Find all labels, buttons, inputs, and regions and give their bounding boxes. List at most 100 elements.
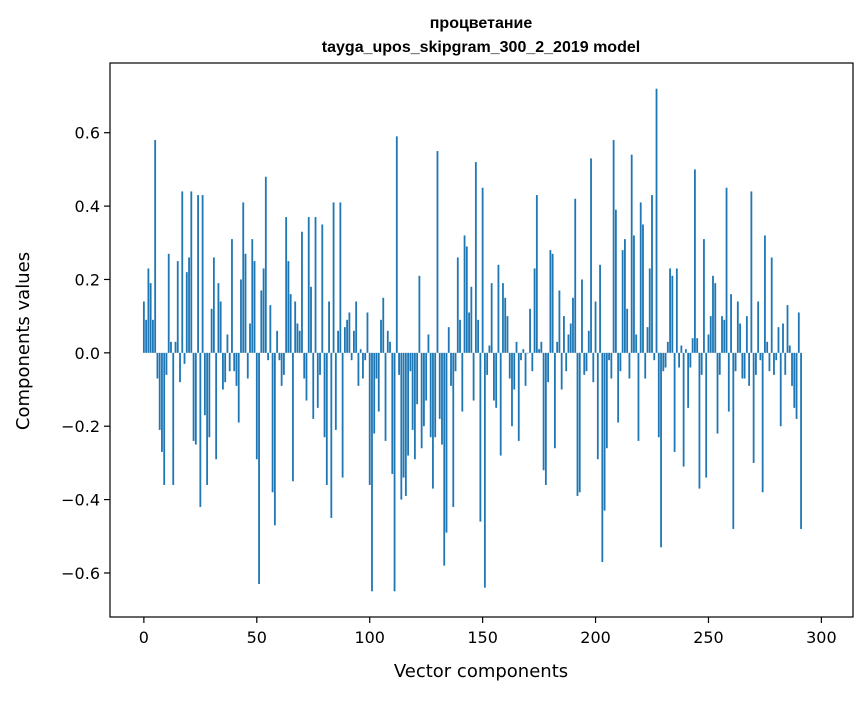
bar	[242, 202, 245, 353]
bar	[493, 352, 495, 401]
bar	[477, 319, 480, 353]
bar	[603, 352, 606, 511]
bar	[599, 264, 601, 353]
bar	[188, 257, 190, 353]
bar	[630, 154, 633, 353]
bar	[696, 338, 699, 353]
bar	[540, 341, 543, 353]
bar	[395, 136, 398, 353]
bar	[700, 352, 703, 375]
bar	[766, 341, 769, 353]
bar	[678, 352, 681, 368]
bar	[558, 290, 561, 353]
bar	[671, 275, 674, 353]
bar	[770, 257, 773, 353]
bar	[651, 195, 653, 353]
bar	[341, 352, 344, 478]
bar	[590, 158, 592, 353]
bar	[483, 352, 486, 588]
bar	[800, 352, 802, 529]
bar	[468, 312, 470, 353]
plot-frame	[109, 62, 854, 618]
bar	[233, 352, 236, 372]
bar	[296, 323, 299, 353]
bar	[380, 319, 382, 353]
bar	[732, 352, 735, 529]
bar	[330, 352, 333, 518]
bar	[619, 352, 622, 372]
bar	[459, 319, 461, 353]
bar	[637, 352, 640, 441]
bar	[628, 352, 631, 379]
x-tick-label: 200	[580, 628, 611, 647]
bar	[470, 286, 473, 353]
bar	[479, 352, 482, 522]
bar	[461, 352, 464, 412]
bar	[515, 341, 518, 353]
bar	[201, 195, 204, 353]
bar	[165, 352, 168, 375]
bar	[581, 279, 583, 353]
bar	[705, 352, 708, 478]
bar	[142, 301, 145, 353]
bar	[348, 312, 351, 353]
bar	[626, 308, 629, 353]
bar	[355, 301, 358, 353]
bar	[258, 352, 260, 584]
bar	[463, 235, 466, 353]
bar	[289, 294, 292, 353]
bar	[244, 253, 247, 353]
bar	[215, 352, 218, 460]
bar	[368, 352, 371, 485]
bar	[761, 352, 764, 493]
bar	[427, 334, 430, 353]
bar	[237, 352, 240, 423]
bar	[596, 352, 599, 460]
bar	[567, 334, 570, 353]
bar	[425, 352, 428, 401]
bar	[292, 352, 294, 482]
bar	[384, 352, 387, 441]
bar	[393, 352, 396, 592]
bar	[481, 187, 484, 353]
bar	[434, 352, 437, 438]
bar	[517, 352, 520, 441]
bar	[694, 169, 696, 353]
bar	[691, 338, 694, 353]
bar	[398, 352, 400, 375]
bar	[465, 246, 468, 353]
bar	[782, 323, 784, 353]
bar	[759, 352, 762, 361]
bar	[328, 301, 330, 353]
bar	[161, 352, 163, 452]
bar	[764, 235, 766, 353]
bar	[490, 283, 493, 353]
y-tick-label: 0.4	[75, 197, 100, 216]
bar	[447, 327, 450, 353]
bar	[610, 352, 613, 379]
bar	[224, 352, 227, 383]
bar	[703, 239, 705, 353]
bar	[170, 341, 172, 353]
bar	[305, 352, 308, 401]
bar	[646, 327, 649, 353]
bar	[409, 352, 412, 372]
bar	[486, 352, 489, 375]
bar	[734, 352, 737, 372]
x-tick-label: 100	[354, 628, 385, 647]
bar	[334, 352, 337, 430]
bar	[664, 352, 667, 368]
bar	[660, 352, 662, 548]
bar	[179, 352, 181, 383]
bar	[750, 191, 753, 353]
bar	[736, 301, 739, 353]
bar	[212, 257, 215, 353]
bar	[346, 319, 349, 353]
bar	[594, 301, 597, 353]
bar	[411, 352, 414, 430]
bar	[529, 308, 531, 353]
bar	[524, 352, 527, 386]
bar	[149, 283, 152, 353]
bar	[445, 352, 448, 533]
bar	[357, 352, 360, 386]
